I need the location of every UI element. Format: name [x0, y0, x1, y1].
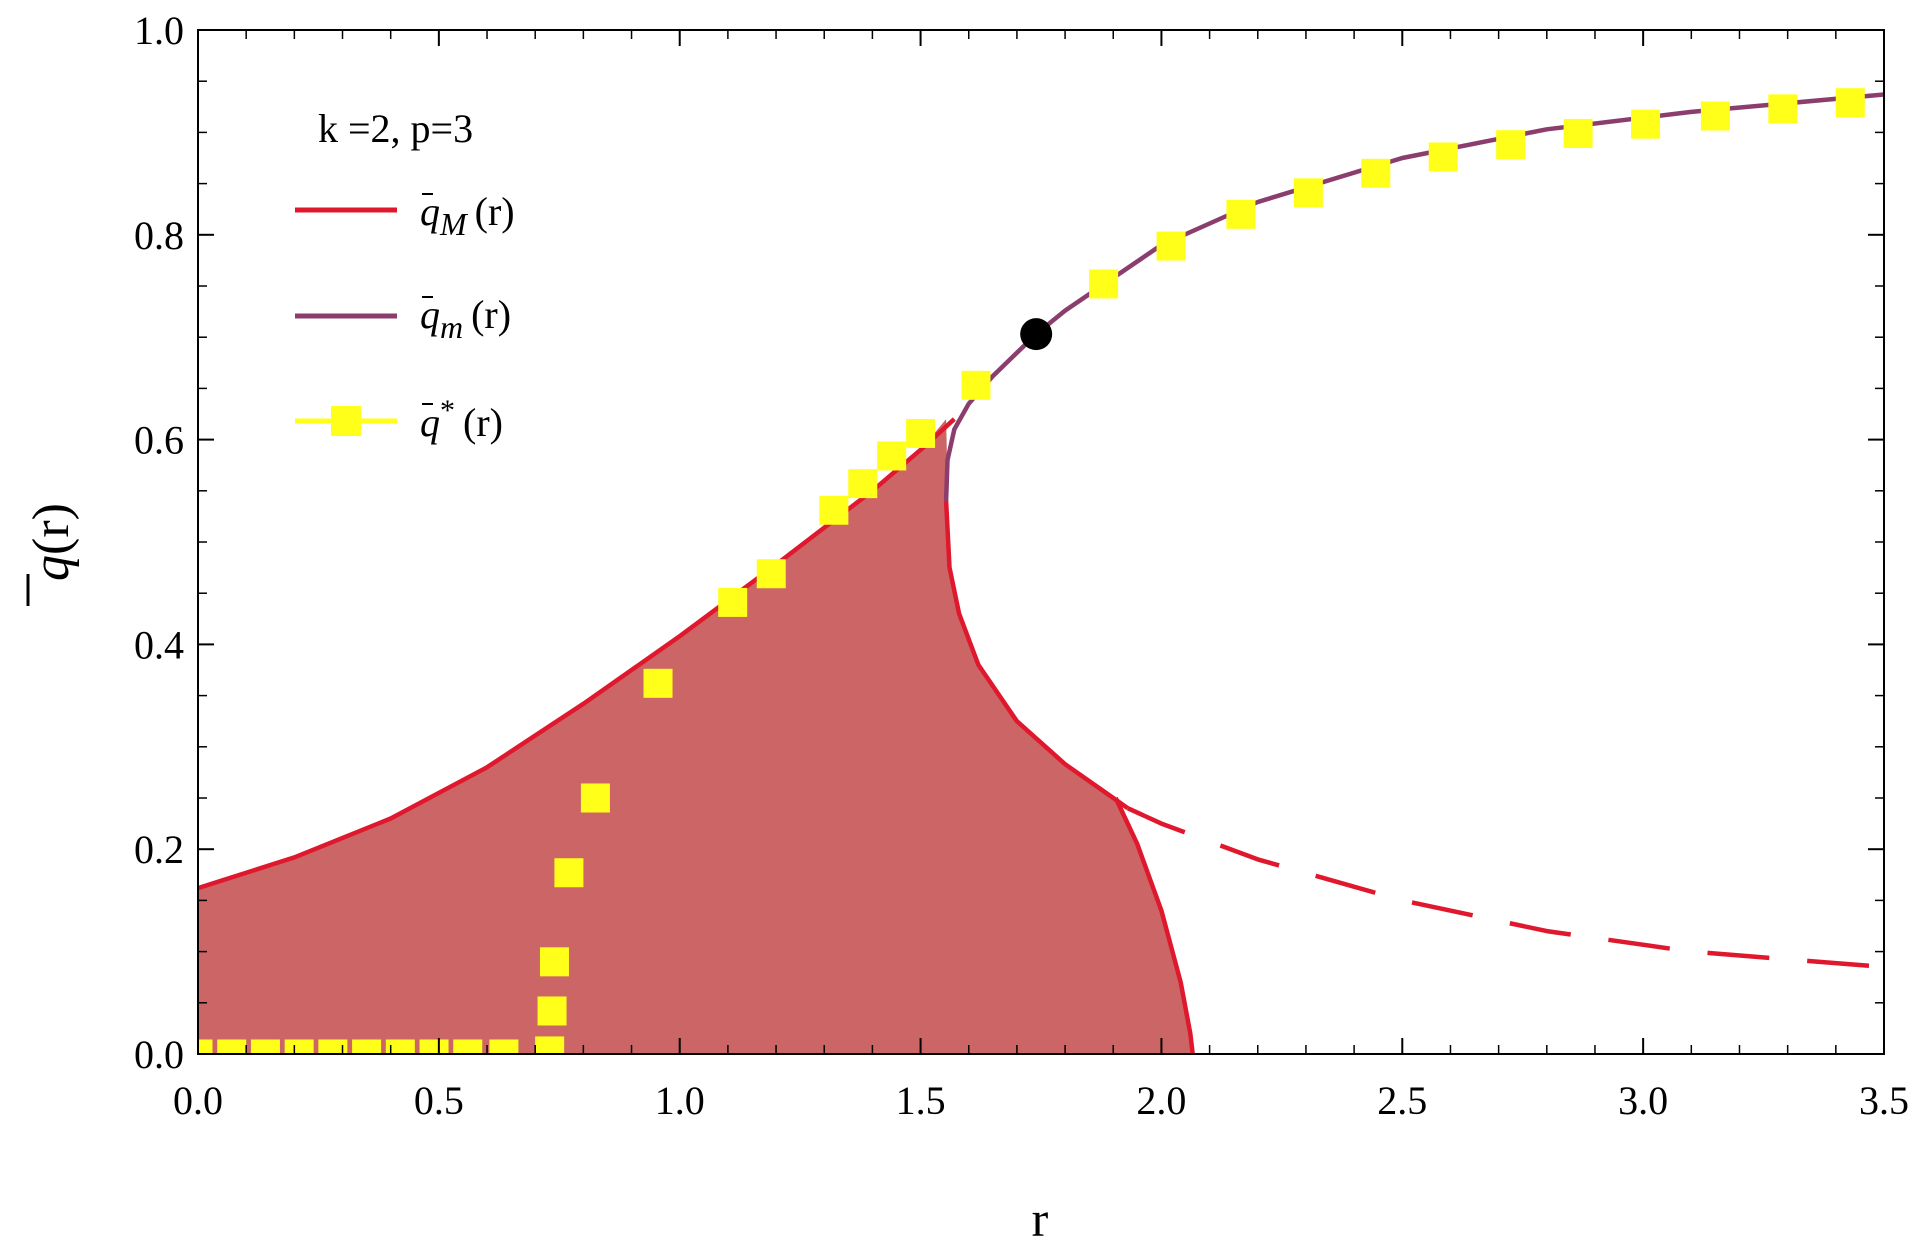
q-star-point — [1293, 178, 1323, 208]
legend-label-qm-base: q — [420, 292, 440, 337]
x-axis-title: r — [1032, 1191, 1049, 1247]
q-star-point — [961, 370, 991, 400]
q-star-point — [352, 1039, 382, 1054]
legend-label-qM-base: q — [420, 189, 440, 234]
ticks-layer — [197, 29, 1885, 1055]
q-star-point — [250, 1039, 280, 1054]
legend-entry-qstar: q* (r) — [295, 394, 503, 445]
y-tick-label: 0.2 — [134, 827, 184, 872]
legend-entry-qM: qM (r) — [295, 189, 515, 242]
q-star-point — [1700, 101, 1730, 131]
svg-text:q(r): q(r) — [23, 503, 80, 581]
x-tick-label: 3.0 — [1618, 1078, 1668, 1123]
x-tick-label: 3.5 — [1859, 1078, 1909, 1123]
q-star-point — [1631, 109, 1661, 139]
y-tick-label: 1.0 — [134, 8, 184, 53]
q-star-point — [537, 996, 567, 1026]
q-star-point — [453, 1039, 483, 1054]
x-tick-label: 1.0 — [655, 1078, 705, 1123]
y-axis-title-base: q — [23, 555, 80, 581]
svg-text:qm(r): qm (r) — [420, 292, 511, 345]
legend-entry-qm: qm (r) — [295, 292, 511, 345]
q-star-point — [643, 668, 673, 698]
y-tick-labels: 0.0 0.2 0.4 0.6 0.8 1.0 — [134, 8, 184, 1077]
x-tick-label: 2.5 — [1377, 1078, 1427, 1123]
q-star-point — [1563, 118, 1593, 148]
legend-label-qstar-base: q — [420, 400, 440, 445]
legend-label-qstar-sup: * — [440, 394, 455, 427]
q-star-point — [284, 1039, 314, 1054]
q-star-point — [906, 418, 936, 448]
x-tick-label: 0.5 — [414, 1078, 464, 1123]
series-line-qm — [943, 92, 1884, 502]
q-star-points-layer — [198, 88, 1865, 1054]
q-star-point — [1089, 269, 1119, 299]
y-tick-label: 0.8 — [134, 213, 184, 258]
q-star-point — [554, 858, 584, 888]
y-axis-title: q(r) — [23, 503, 80, 606]
legend-swatch-qstar-marker — [331, 406, 361, 436]
q-star-point — [1428, 142, 1458, 172]
q-star-point — [819, 495, 849, 525]
q-star-point — [580, 783, 610, 813]
series-line-qM_lower_branch — [943, 500, 1130, 811]
plot-area — [198, 88, 1884, 1054]
q-star-point — [1226, 199, 1256, 229]
legend: qM (r) qm (r) q* (r) — [295, 189, 515, 445]
q-star-point — [489, 1039, 519, 1054]
x-tick-label: 1.5 — [896, 1078, 946, 1123]
q-star-point — [535, 1036, 565, 1054]
q-star-point — [318, 1039, 348, 1054]
legend-label-qM-sub: M — [439, 206, 469, 242]
y-tick-label: 0.6 — [134, 418, 184, 463]
q-star-point — [539, 947, 569, 977]
x-tick-labels: 0.0 0.5 1.0 1.5 2.0 2.5 3.0 3.5 — [173, 1078, 1909, 1123]
q-star-point — [385, 1039, 415, 1054]
series-line-q_boundary_drop — [1113, 797, 1195, 1054]
y-axis-title-rest: (r) — [23, 503, 80, 555]
q-star-point — [217, 1039, 247, 1054]
x-tick-label: 0.0 — [173, 1078, 223, 1123]
y-tick-label: 0.0 — [134, 1032, 184, 1077]
shaded-region — [198, 419, 1193, 1054]
q-star-point — [1496, 130, 1526, 160]
svg-text:qM(r): qM (r) — [420, 189, 515, 242]
svg-text:q*(r): q* (r) — [420, 394, 503, 445]
q-star-point — [419, 1039, 449, 1054]
critical-point — [1020, 318, 1053, 351]
q-star-point — [1361, 158, 1391, 188]
q-star-point — [198, 1039, 213, 1054]
series-line-qM_dashed_tail — [1126, 806, 1884, 970]
legend-label-qstar-rest: (r) — [463, 400, 503, 445]
q-star-point — [877, 441, 907, 471]
legend-label-qm-sub: m — [440, 309, 463, 345]
q-star-point — [718, 587, 748, 617]
x-tick-label: 2.0 — [1136, 1078, 1186, 1123]
q-star-point — [1156, 231, 1186, 261]
q-star-point — [1835, 88, 1865, 118]
q-star-point — [848, 469, 878, 499]
y-tick-label: 0.4 — [134, 622, 184, 667]
shaded-region-layer — [198, 419, 1193, 1054]
q-star-point — [1768, 94, 1798, 124]
legend-label-qM-rest: (r) — [475, 189, 515, 234]
annotation: k =2, p=3 — [318, 106, 473, 151]
legend-label-qm-rest: (r) — [471, 292, 511, 337]
q-star-point — [756, 559, 786, 589]
